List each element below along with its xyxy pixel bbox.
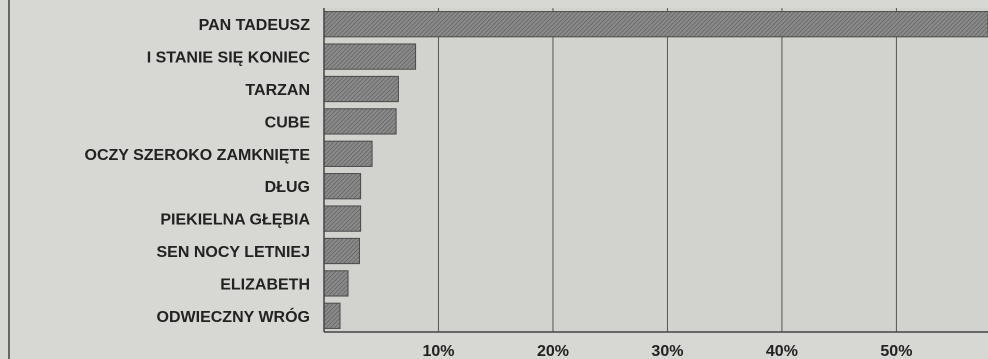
bar-4	[323, 108, 397, 135]
category-label-5: OCZY SZEROKO ZAMKNIĘTE	[85, 147, 311, 164]
category-label-6: DŁUG	[265, 179, 310, 196]
x-axis-ticks: 10% 20% 30% 40% 50%	[422, 343, 912, 359]
category-label-7: PIEKIELNA GŁĘBIA	[160, 212, 310, 229]
plot-area	[324, 8, 988, 332]
category-label-8: SEN NOCY LETNIEJ	[156, 244, 310, 261]
category-label-10: ODWIECZNY WRÓG	[157, 307, 310, 326]
bar-1	[323, 11, 988, 38]
bar-5	[323, 140, 373, 167]
bar-7	[323, 205, 362, 232]
tick-label-50: 50%	[880, 343, 912, 359]
bar-10	[323, 302, 341, 329]
bar-6	[323, 173, 362, 200]
tick-label-10: 10%	[422, 343, 454, 359]
category-label-2: I STANIE SIĘ KONIEC	[147, 50, 311, 67]
tick-label-20: 20%	[537, 343, 569, 359]
bar-3	[323, 75, 399, 103]
category-label-3: TARZAN	[245, 82, 310, 99]
category-label-4: CUBE	[265, 114, 311, 131]
category-label-1: PAN TADEUSZ	[199, 17, 311, 34]
gridlines	[437, 8, 897, 332]
bar-2	[323, 43, 417, 70]
bar-8	[323, 237, 360, 265]
bars	[323, 11, 988, 329]
category-label-9: ELIZABETH	[220, 276, 310, 293]
bar-9	[323, 270, 349, 297]
tick-label-30: 30%	[651, 343, 683, 359]
category-labels: PAN TADEUSZ I STANIE SIĘ KONIEC TARZAN CUBE…	[85, 17, 311, 326]
tick-label-40: 40%	[766, 343, 798, 359]
